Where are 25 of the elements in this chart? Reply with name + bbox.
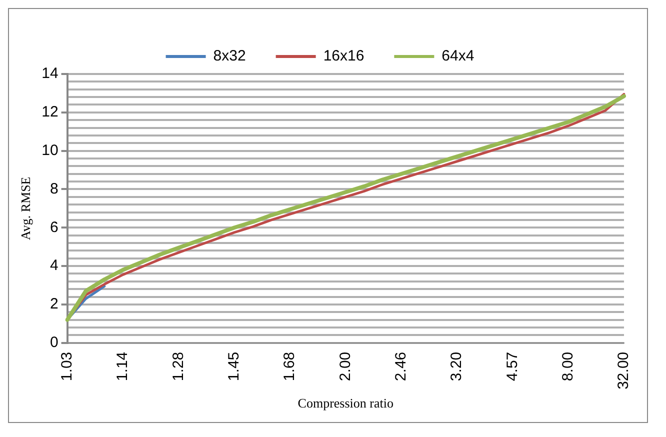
x-tick-label: 1.68: [281, 352, 298, 382]
x-tick-label: 8.00: [559, 352, 576, 382]
x-tick-label: 32.00: [615, 352, 632, 390]
y-tick-label: 14: [42, 65, 58, 82]
y-tick-label: 8: [50, 180, 58, 198]
x-tick-label: 2.46: [392, 352, 410, 382]
y-tick-label: 0: [50, 334, 58, 352]
x-tick-label: 1.45: [225, 352, 242, 382]
y-tick-label: 2: [50, 296, 58, 313]
y-tick-label: 4: [50, 257, 58, 274]
y-tick-label: 12: [42, 104, 58, 121]
chart-frame: Compression ratio Avg. RMSE 8x32 16x16 64x4 1.03 1.14 1.28 1.45 1.68 2.00 2.46 3.20 4.57 8.00 32.00 0 2 4 6 8 10 12 14: [8, 8, 648, 423]
x-tick-label: 2.00: [336, 352, 354, 382]
x-tick-label: 3.20: [448, 352, 466, 382]
x-axis-title: Compression ratio: [298, 396, 394, 411]
y-tick-label: 10: [42, 142, 58, 159]
x-tick-label: 1.03: [58, 352, 76, 382]
y-axis-title: Avg. RMSE: [18, 176, 34, 240]
legend-label: 8x32: [213, 48, 246, 65]
x-tick-label: 1.28: [170, 352, 187, 382]
legend-label: 64x4: [442, 48, 474, 65]
y-tick-label: 6: [50, 218, 58, 236]
x-tick-label: 1.14: [114, 352, 132, 382]
legend-label: 16x16: [323, 48, 364, 65]
x-tick-label: 4.57: [504, 352, 521, 382]
